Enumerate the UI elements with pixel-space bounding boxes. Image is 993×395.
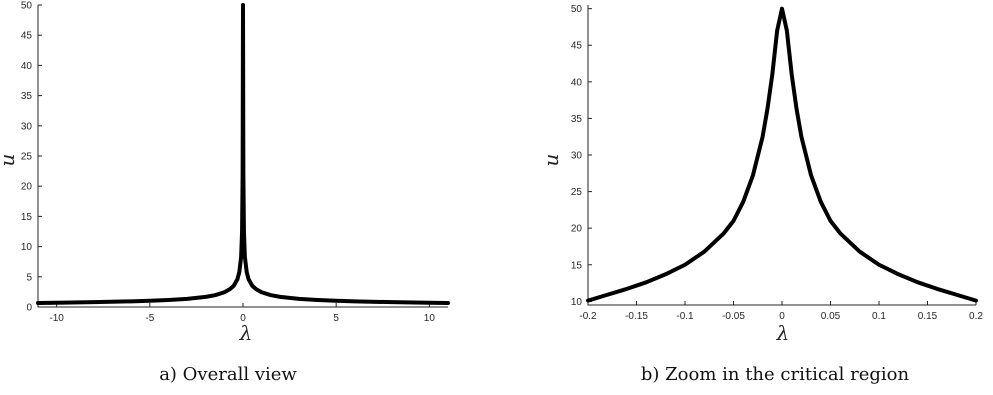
panel-a: -10 -5 0 5 10 0 5 10 15 20 25 30 35 40 45 50 λ u a) Ove…	[0, 1, 450, 385]
panel-b-y-tick-label: 25	[571, 187, 583, 198]
panel-b-caption: b) Zoom in the critical region	[641, 364, 910, 385]
panel-b-y-tick-label: 45	[571, 41, 583, 52]
panel-a-y-tick-label: 15	[21, 212, 33, 223]
panel-b-x-axis-label: λ	[776, 321, 790, 345]
panel-a-y-tick-label: 50	[21, 1, 33, 12]
panel-a-y-tick-label: 40	[21, 61, 33, 72]
panel-b-x-tick-label: -0.1	[676, 311, 694, 322]
panel-a-y-tick-label: 0	[26, 303, 32, 314]
panel-a-x-tick-label: 0	[240, 313, 246, 324]
panel-b-x-tick-label: 0.1	[872, 311, 886, 322]
panel-a-y-tick-label: 25	[21, 152, 33, 163]
panel-a-caption: a) Overall view	[159, 364, 297, 385]
panel-a-x-axis-label: λ	[239, 321, 253, 345]
panel-a-x-tick-label: -5	[145, 313, 154, 324]
panel-a-y-tick-label: 20	[21, 182, 33, 193]
panel-a-ticks: -10 -5 0 5 10 0 5 10 15 20 25 30 35 40 45 50	[21, 1, 435, 325]
panel-b-x-tick-label: 0.2	[969, 311, 983, 322]
panel-b-x-tick-label: 0.15	[918, 311, 938, 322]
panel-b-x-tick-label: -0.2	[579, 311, 597, 322]
panel-a-x-tick-label: 5	[333, 313, 339, 324]
panel-b-y-tick-label: 35	[571, 114, 583, 125]
panel-b-x-tick-label: 0	[779, 311, 785, 322]
panel-b-axes	[587, 5, 976, 306]
panel-b-y-axis-label: u	[539, 154, 563, 167]
panel-a-y-axis-label: u	[0, 154, 19, 167]
panel-a-y-tick-label: 10	[21, 242, 33, 253]
panel-a-y-tick-label: 5	[26, 272, 32, 283]
panel-b-y-tick-label: 30	[571, 151, 583, 162]
panel-b-y-tick-label: 10	[571, 297, 583, 308]
panel-a-x-tick-label: 10	[424, 313, 436, 324]
panel-b-y-tick-label: 20	[571, 224, 583, 235]
panel-a-y-tick-label: 30	[21, 121, 33, 132]
panel-a-series-line	[36, 3, 450, 305]
panel-b-ticks: -0.2 -0.15 -0.1 -0.05 0 0.05 0.1 0.15 0.2 10 15 20 2…	[571, 4, 984, 322]
panel-b-x-tick-label: -0.05	[722, 311, 745, 322]
panel-a-x-tick-label: -10	[49, 313, 64, 324]
panel-b-x-tick-label: -0.15	[625, 311, 648, 322]
panel-b-y-tick-label: 50	[571, 4, 583, 15]
panel-b-series-line	[586, 6, 978, 303]
panel-b-x-tick-label: 0.05	[821, 311, 841, 322]
panel-b: -0.2 -0.15 -0.1 -0.05 0 0.05 0.1 0.15 0.2 10 15 20 2…	[539, 4, 983, 385]
panel-b-y-tick-label: 40	[571, 77, 583, 88]
panel-a-y-tick-label: 45	[21, 31, 33, 42]
panel-b-y-tick-label: 15	[571, 260, 583, 271]
panel-a-y-tick-label: 35	[21, 91, 33, 102]
